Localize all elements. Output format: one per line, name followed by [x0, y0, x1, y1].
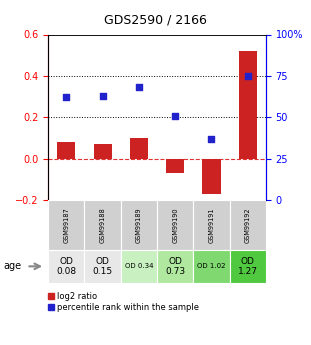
Text: GDS2590 / 2166: GDS2590 / 2166: [104, 14, 207, 27]
Bar: [57, 142, 75, 159]
Text: GSM99189: GSM99189: [136, 207, 142, 243]
Text: GSM99187: GSM99187: [63, 207, 69, 243]
Text: OD
0.73: OD 0.73: [165, 257, 185, 276]
FancyBboxPatch shape: [85, 200, 121, 250]
Point: [137, 85, 142, 90]
FancyBboxPatch shape: [48, 200, 85, 250]
FancyBboxPatch shape: [157, 250, 193, 283]
Text: OD
0.15: OD 0.15: [93, 257, 113, 276]
Point: [209, 136, 214, 141]
FancyBboxPatch shape: [85, 250, 121, 283]
FancyBboxPatch shape: [193, 200, 230, 250]
FancyBboxPatch shape: [230, 200, 266, 250]
Text: GSM99191: GSM99191: [208, 207, 215, 243]
Text: GSM99190: GSM99190: [172, 207, 178, 243]
FancyBboxPatch shape: [121, 200, 157, 250]
FancyBboxPatch shape: [121, 250, 157, 283]
Point: [173, 113, 178, 118]
Text: OD 0.34: OD 0.34: [125, 263, 153, 269]
Text: GSM99188: GSM99188: [100, 207, 106, 243]
Bar: [94, 144, 112, 159]
FancyBboxPatch shape: [193, 250, 230, 283]
Text: OD
1.27: OD 1.27: [238, 257, 258, 276]
Text: age: age: [3, 262, 21, 271]
Bar: [166, 159, 184, 173]
FancyBboxPatch shape: [48, 250, 85, 283]
Legend: log2 ratio, percentile rank within the sample: log2 ratio, percentile rank within the s…: [46, 290, 201, 314]
Point: [245, 73, 250, 79]
Text: GSM99192: GSM99192: [245, 207, 251, 243]
Point: [64, 95, 69, 100]
Bar: [239, 51, 257, 159]
Text: OD
0.08: OD 0.08: [56, 257, 77, 276]
Bar: [202, 159, 220, 194]
Bar: [130, 138, 148, 159]
Text: OD 1.02: OD 1.02: [197, 263, 226, 269]
FancyBboxPatch shape: [230, 250, 266, 283]
FancyBboxPatch shape: [157, 200, 193, 250]
Point: [100, 93, 105, 99]
